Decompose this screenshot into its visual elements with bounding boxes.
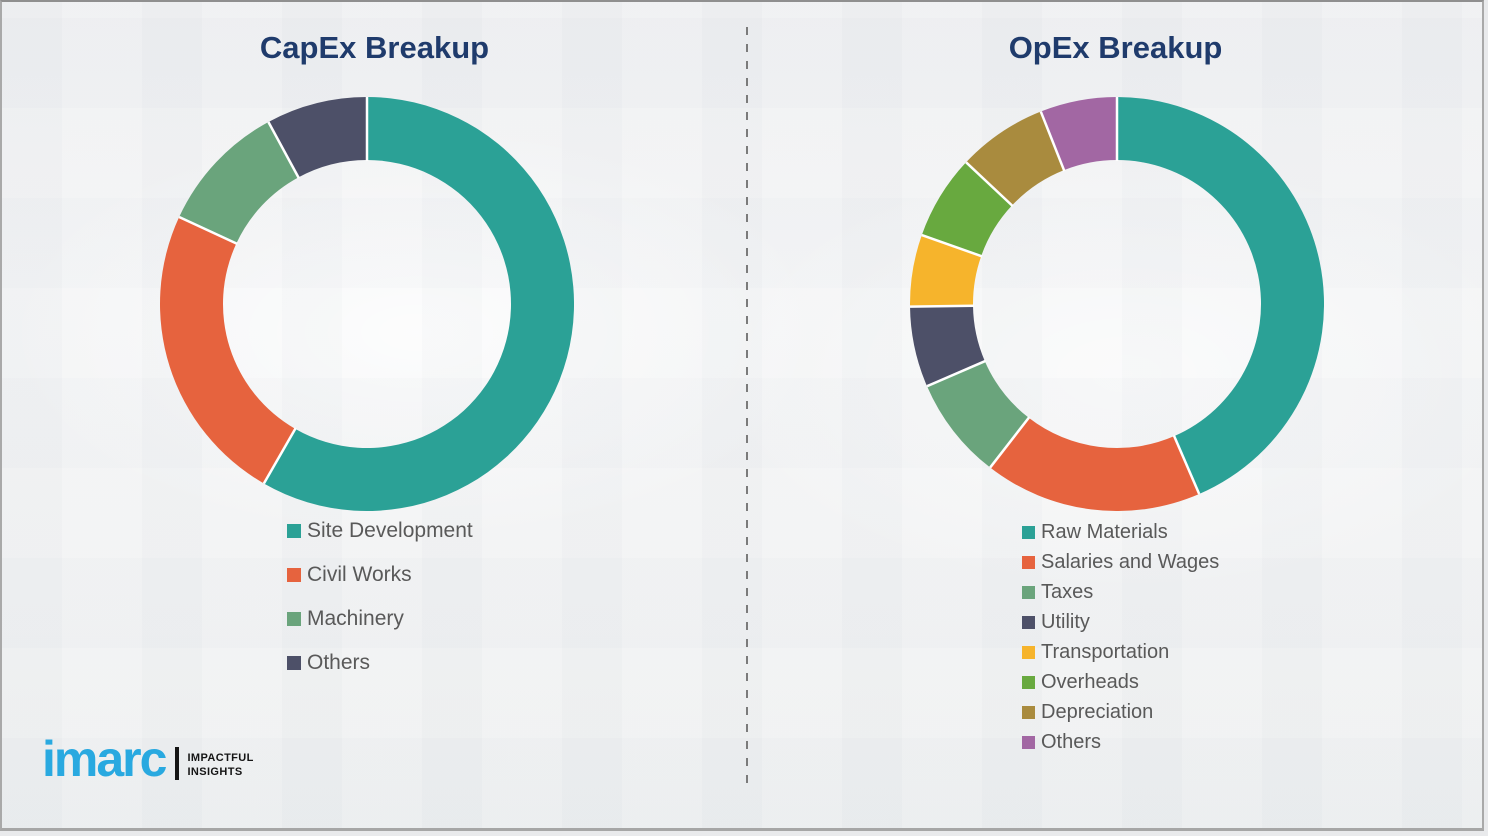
opex-donut-chart — [910, 97, 1324, 511]
legend-label: Raw Materials — [1041, 520, 1168, 543]
legend-item-utility: Utility — [1022, 609, 1219, 635]
legend-item-depreciation: Depreciation — [1022, 699, 1219, 725]
legend-label: Others — [1041, 730, 1102, 753]
legend-item-others: Others — [1022, 729, 1219, 755]
capex-title: CapEx Breakup — [259, 30, 490, 65]
legend-swatch-icon — [287, 524, 301, 538]
donut-segment-depreciation — [966, 111, 1064, 206]
legend-item-site-development: Site Development — [287, 518, 473, 544]
segment-separator — [262, 427, 297, 485]
capex-legend: Site Development Civil Works Machinery Othe… — [287, 518, 473, 694]
legend-swatch-icon — [287, 568, 301, 582]
legend-item-overheads: Overheads — [1022, 669, 1219, 695]
legend-swatch-icon — [1022, 645, 1035, 659]
segment-separator — [965, 161, 1014, 208]
donut-segment-salaries-and-wages — [990, 417, 1200, 511]
logo-divider-bar — [175, 746, 180, 780]
legend-swatch-icon — [1022, 675, 1035, 689]
opex-title: OpEx Breakup — [1008, 30, 1223, 65]
donut-segment-transportation — [910, 235, 982, 307]
legend-label: Civil Works — [307, 563, 412, 586]
legend-swatch-icon — [1022, 525, 1035, 539]
legend-item-others: Others — [287, 650, 473, 676]
legend-label: Salaries and Wages — [1041, 550, 1220, 573]
legend-item-transportation: Transportation — [1022, 639, 1219, 665]
legend-swatch-icon — [287, 656, 301, 670]
donut-segment-raw-materials — [1117, 97, 1324, 494]
imarc-logo: imarc IMPACTFUL INSIGHTS — [42, 731, 254, 787]
donut-segment-utility — [910, 305, 985, 387]
segment-separator — [926, 359, 987, 388]
legend-label: Others — [307, 651, 371, 674]
segment-separator — [910, 304, 975, 308]
legend-swatch-icon — [1022, 735, 1035, 749]
segment-separator — [1039, 111, 1066, 172]
vertical-dashed-divider — [746, 27, 748, 792]
legend-label: Overheads — [1041, 670, 1139, 693]
legend-item-taxes: Taxes — [1022, 579, 1219, 605]
legend-swatch-icon — [1022, 555, 1035, 569]
segment-separator — [921, 233, 983, 258]
legend-label: Transportation — [1041, 640, 1170, 663]
legend-swatch-icon — [1022, 615, 1035, 629]
legend-label: Utility — [1041, 610, 1090, 633]
legend-item-salaries-and-wages: Salaries and Wages — [1022, 549, 1219, 575]
legend-swatch-icon — [1022, 585, 1035, 599]
donut-segment-others — [268, 97, 367, 178]
imarc-brand-text: imarc — [42, 731, 167, 787]
legend-item-machinery: Machinery — [287, 606, 473, 632]
legend-label: Taxes — [1041, 580, 1094, 603]
tagline-line-1: IMPACTFUL — [187, 752, 254, 764]
segment-separator — [989, 416, 1031, 469]
donut-segment-civil-works — [160, 217, 296, 484]
legend-item-civil-works: Civil Works — [287, 562, 473, 588]
tagline-line-2: INSIGHTS — [187, 765, 243, 778]
legend-item-raw-materials: Raw Materials — [1022, 519, 1219, 545]
legend-label: Depreciation — [1041, 700, 1154, 723]
segment-separator — [178, 215, 238, 246]
segment-separator — [267, 121, 300, 179]
segment-separator — [1172, 434, 1201, 495]
donut-segment-others — [1040, 97, 1117, 171]
capex-donut-chart — [160, 97, 574, 511]
legend-swatch-icon — [1022, 705, 1035, 719]
opex-legend: Raw Materials Salaries and Wages Taxes Util… — [1022, 519, 1219, 759]
donut-segment-machinery — [179, 121, 299, 244]
donut-segment-site-development — [263, 97, 574, 511]
legend-label: Site Development — [307, 519, 473, 542]
logo-tagline: IMPACTFUL INSIGHTS — [187, 752, 253, 780]
legend-label: Machinery — [307, 607, 404, 630]
legend-swatch-icon — [287, 612, 301, 626]
donut-segment-taxes — [927, 361, 1029, 468]
